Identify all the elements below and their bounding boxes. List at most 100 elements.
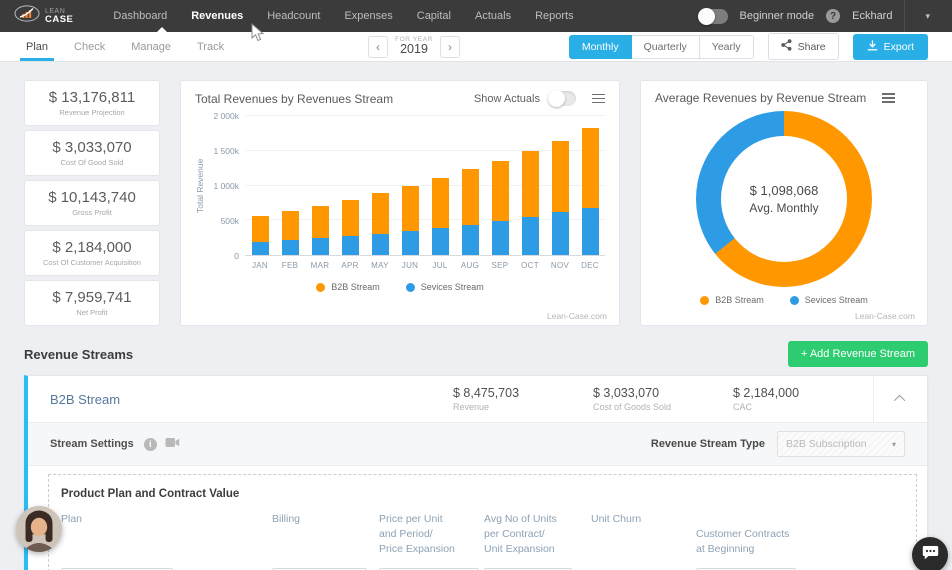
bar-segment bbox=[491, 220, 509, 255]
bar-sep[interactable] bbox=[485, 116, 515, 255]
b2b-panel-header[interactable]: B2B Stream $ 8,475,703 Revenue $ 3,033,0… bbox=[28, 376, 927, 422]
bar-segment bbox=[281, 239, 299, 255]
nav-item-dashboard[interactable]: Dashboard bbox=[113, 10, 168, 22]
nav-item-expenses[interactable]: Expenses bbox=[344, 10, 393, 22]
info-icon[interactable]: i bbox=[143, 437, 157, 451]
share-button[interactable]: Share bbox=[767, 33, 839, 60]
billing-input[interactable] bbox=[272, 567, 367, 570]
x-tick-label: JUN bbox=[401, 261, 419, 270]
b2b-stream-panel: B2B Stream $ 8,475,703 Revenue $ 3,033,0… bbox=[24, 375, 928, 570]
y-tick-label: 500k bbox=[220, 216, 239, 226]
period-monthly-button[interactable]: Monthly bbox=[568, 34, 632, 59]
tab-plan[interactable]: Plan bbox=[19, 32, 55, 61]
stat-cogs: $ 3,033,070 Cost of Goods Sold bbox=[593, 386, 672, 412]
bar-jan[interactable] bbox=[245, 116, 275, 255]
bar-nov[interactable] bbox=[545, 116, 575, 255]
app-logo[interactable]: LEAN CASE bbox=[14, 5, 73, 27]
bar-jun[interactable] bbox=[395, 116, 425, 255]
bar-mar[interactable] bbox=[305, 116, 335, 255]
tab-manage[interactable]: Manage bbox=[131, 40, 171, 53]
collapse-panel-button[interactable] bbox=[873, 376, 927, 422]
nav-item-headcount[interactable]: Headcount bbox=[267, 10, 321, 22]
product-plan-title: Product Plan and Contract Value bbox=[61, 488, 240, 500]
bar-oct[interactable] bbox=[515, 116, 545, 255]
legend-item-b2b[interactable]: B2B Stream bbox=[316, 282, 380, 292]
nav-item-revenues[interactable]: Revenues bbox=[191, 10, 244, 22]
active-nav-notch bbox=[157, 27, 167, 32]
donut-legend-dot-services bbox=[789, 295, 799, 305]
bar-may[interactable] bbox=[365, 116, 395, 255]
bar-segment bbox=[521, 216, 539, 255]
beginner-mode-toggle[interactable] bbox=[697, 7, 728, 25]
col-header-billing: Billing bbox=[272, 513, 301, 525]
x-tick-label: MAY bbox=[371, 261, 389, 270]
col-header-price: Price per Unit and Period/ Price Expansi… bbox=[379, 513, 455, 556]
nav-item-reports[interactable]: Reports bbox=[535, 10, 574, 22]
logo-text-lean: LEAN bbox=[45, 7, 66, 15]
x-tick-label: AUG bbox=[460, 261, 480, 270]
donut-legend-item-b2b[interactable]: B2B Stream bbox=[700, 295, 764, 305]
donut-legend-item-services[interactable]: Sevices Stream bbox=[789, 295, 868, 305]
avg-units-input[interactable] bbox=[484, 567, 572, 570]
price-per-unit-input[interactable] bbox=[379, 567, 479, 570]
donut-menu-icon[interactable] bbox=[882, 93, 896, 103]
b2b-stream-title: B2B Stream bbox=[50, 391, 121, 407]
y-tick-label: 0 bbox=[234, 251, 239, 261]
year-prev-button[interactable]: ‹ bbox=[368, 35, 388, 58]
chat-launcher-button[interactable] bbox=[912, 537, 948, 570]
year-next-button[interactable]: › bbox=[440, 35, 460, 58]
logo-text-case: CASE bbox=[45, 13, 74, 25]
beginner-mode-label: Beginner mode bbox=[739, 10, 815, 22]
kpi-column: $ 13,176,811 Revenue Projection $ 3,033,… bbox=[24, 80, 160, 326]
user-menu-name[interactable]: Eckhard bbox=[852, 10, 893, 22]
bar-chart-ylabel: Total Revenue bbox=[195, 158, 205, 214]
main-content: $ 13,176,811 Revenue Projection $ 3,033,… bbox=[0, 62, 952, 570]
nav-item-capital[interactable]: Capital bbox=[416, 10, 451, 22]
bar-plot bbox=[245, 115, 605, 256]
period-quarterly-button[interactable]: Quarterly bbox=[631, 34, 700, 59]
bar-jul[interactable] bbox=[425, 116, 455, 255]
bar-segment bbox=[431, 228, 449, 255]
help-icon[interactable]: ? bbox=[826, 9, 841, 23]
plan-name-input[interactable] bbox=[61, 567, 173, 570]
revenue-stream-type-select[interactable]: B2B Subscription ▾ bbox=[777, 431, 905, 457]
bar-chart-title: Total Revenues by Revenues Stream bbox=[195, 91, 394, 106]
show-actuals-label: Show Actuals bbox=[473, 92, 540, 105]
donut-center-label: Avg. Monthly bbox=[749, 201, 819, 215]
bar-aug[interactable] bbox=[455, 116, 485, 255]
legend-dot-services bbox=[405, 282, 415, 292]
period-yearly-button[interactable]: Yearly bbox=[699, 34, 754, 59]
bar-chart-card: Total Revenues by Revenues Stream Show A… bbox=[180, 80, 620, 326]
bar-segment bbox=[371, 193, 389, 234]
nav-item-actuals[interactable]: Actuals bbox=[475, 10, 512, 22]
sub-navbar: Plan Check Manage Track ‹ FOR YEAR 2019 … bbox=[0, 32, 952, 62]
tab-check[interactable]: Check bbox=[74, 40, 106, 53]
x-tick-label: OCT bbox=[521, 261, 539, 270]
donut-chart-card: Average Revenues by Revenue Stream $ 1,0… bbox=[640, 80, 928, 326]
bar-segment bbox=[461, 169, 479, 226]
add-revenue-stream-button[interactable]: + Add Revenue Stream bbox=[787, 341, 928, 367]
bar-segment bbox=[581, 208, 599, 255]
period-segmented-control: Monthly Quarterly Yearly bbox=[568, 34, 754, 59]
select-caret-icon: ▾ bbox=[891, 439, 896, 449]
col-header-unit-churn: Unit Churn bbox=[591, 513, 642, 525]
col-header-plan: Plan bbox=[61, 513, 83, 525]
bar-segment bbox=[401, 186, 419, 232]
bar-segment bbox=[251, 241, 269, 255]
video-tutorial-icon[interactable] bbox=[165, 435, 180, 453]
bar-feb[interactable] bbox=[275, 116, 305, 255]
bar-chart-watermark: Lean-Case.com bbox=[546, 311, 607, 321]
x-tick-label: NOV bbox=[550, 261, 570, 270]
show-actuals-toggle[interactable] bbox=[548, 90, 576, 107]
export-button[interactable]: Export bbox=[852, 33, 928, 60]
top-navbar: LEAN CASE Dashboard Revenues Headcount E… bbox=[0, 0, 952, 32]
bar-dec[interactable] bbox=[575, 116, 605, 255]
bar-apr[interactable] bbox=[335, 116, 365, 255]
bar-segment bbox=[491, 160, 509, 221]
support-avatar[interactable] bbox=[16, 506, 62, 552]
contracts-beginning-input[interactable] bbox=[696, 567, 796, 570]
tab-track[interactable]: Track bbox=[196, 40, 225, 53]
legend-item-services[interactable]: Sevices Stream bbox=[405, 282, 484, 292]
user-menu-caret-icon[interactable]: ▾ bbox=[925, 10, 930, 21]
chart-menu-icon[interactable] bbox=[592, 93, 605, 104]
